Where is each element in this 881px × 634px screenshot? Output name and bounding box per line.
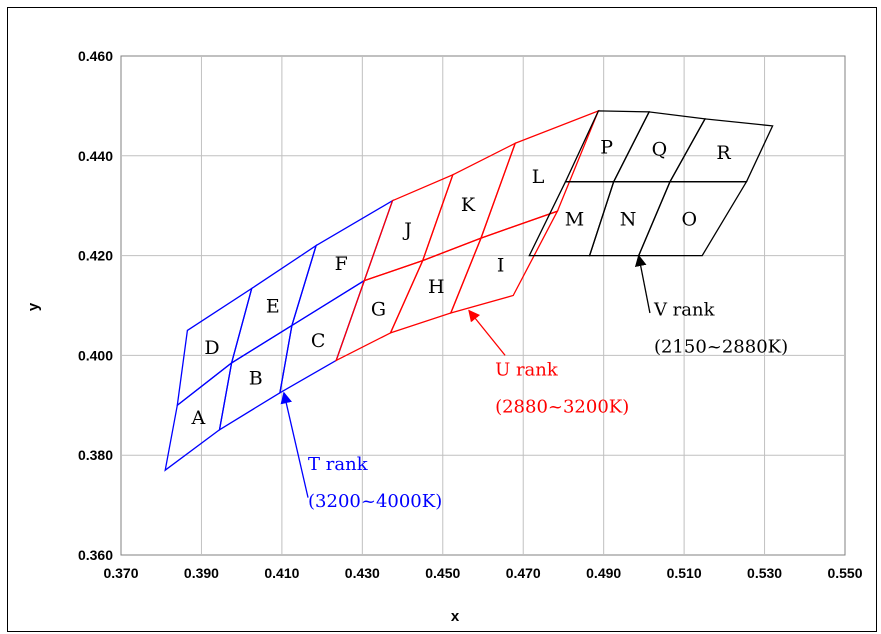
series-u-rank: G H I J K L — [335, 109, 600, 362]
region-label-m: M — [565, 209, 584, 231]
annotation-v-rank: V rank (2150~2880K) — [634, 254, 788, 357]
region-label-k: K — [461, 194, 476, 216]
annotation-line1: V rank — [653, 299, 716, 320]
region-label-e: E — [266, 296, 280, 318]
y-tick-label: 0.360 — [78, 547, 113, 563]
y-tick-label: 0.380 — [78, 447, 113, 463]
region-label-n: N — [620, 209, 637, 231]
x-tick-label: 0.490 — [586, 565, 621, 581]
region-label-q: Q — [652, 139, 668, 161]
x-tick-label: 0.530 — [747, 565, 782, 581]
region-label-a: A — [191, 407, 206, 429]
region-label-l: L — [532, 166, 545, 188]
x-tick-label: 0.550 — [827, 565, 862, 581]
x-tick-label: 0.390 — [184, 565, 219, 581]
annotation-line1: U rank — [495, 359, 559, 380]
x-tick-label: 0.430 — [345, 565, 380, 581]
x-tick-labels: 0.370 0.390 0.410 0.430 0.450 0.470 0.490 0.510… — [103, 565, 862, 581]
annotation-line2: (3200~4000K) — [308, 491, 442, 512]
plot-border — [120, 55, 846, 556]
annotation-arrow — [634, 254, 651, 314]
annotation-arrow — [280, 391, 309, 498]
y-tick-label: 0.440 — [78, 148, 113, 164]
gridlines — [121, 56, 845, 555]
x-tick-label: 0.370 — [103, 565, 138, 581]
x-tick-label: 0.470 — [506, 565, 541, 581]
x-tick-label: 0.450 — [425, 565, 460, 581]
region-label-c: C — [311, 330, 326, 352]
annotation-line2: (2880~3200K) — [495, 396, 629, 417]
x-axis-label: x — [451, 608, 460, 625]
region-label-h: H — [428, 276, 445, 298]
x-tick-label: 0.510 — [667, 565, 702, 581]
annotation-line2: (2150~2880K) — [654, 336, 788, 357]
annotation-line1: T rank — [308, 454, 369, 475]
rank-regions: A B C D E F G H I J K LM N O P Q R — [164, 109, 774, 472]
region-label-i: I — [497, 254, 505, 276]
series-v-rank: M N O P Q R — [528, 110, 774, 257]
region-label-d: D — [204, 337, 219, 359]
plot-area — [120, 55, 846, 556]
y-axis-label: y — [25, 302, 42, 311]
y-tick-labels: 0.360 0.380 0.400 0.420 0.440 0.460 — [78, 48, 113, 563]
region-label-p: P — [600, 137, 613, 159]
annotation-t-rank: T rank (3200~4000K) — [280, 391, 442, 512]
x-tick-label: 0.410 — [264, 565, 299, 581]
rank-annotations: T rank (3200~4000K) U rank (2880~3200K) V ra… — [280, 254, 788, 512]
annotation-arrow — [468, 309, 506, 356]
annotation-u-rank: U rank (2880~3200K) — [468, 309, 629, 417]
region-label-b: B — [249, 368, 263, 390]
region-r — [668, 118, 774, 183]
region-label-r: R — [716, 142, 731, 164]
y-tick-label: 0.400 — [78, 347, 113, 363]
region-label-j: J — [402, 219, 412, 241]
region-label-o: O — [682, 209, 698, 231]
region-label-g: G — [371, 299, 386, 321]
region-label-f: F — [335, 253, 348, 275]
y-tick-label: 0.460 — [78, 48, 113, 64]
y-tick-label: 0.420 — [78, 248, 113, 264]
